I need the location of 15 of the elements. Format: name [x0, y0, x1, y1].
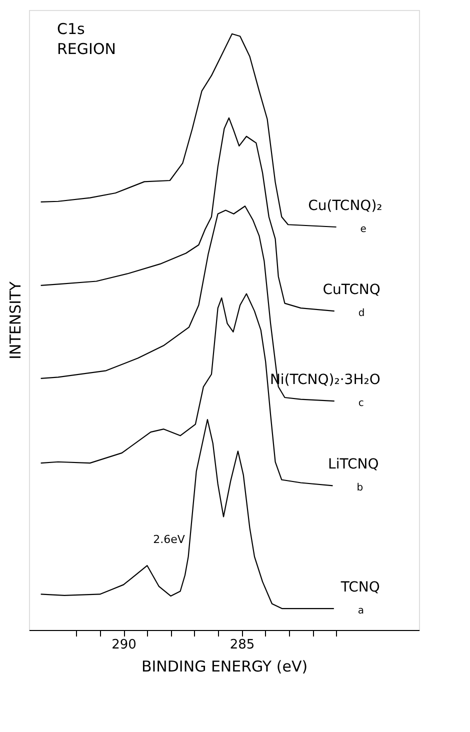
x-axis-title: BINDING ENERGY (eV) [141, 658, 308, 676]
series-label: CuTCNQ [322, 282, 380, 298]
annotation: 2.6eV [153, 533, 186, 546]
series-label: TCNQ [340, 580, 380, 596]
series-label: LiTCNQ [328, 456, 379, 473]
y-axis-title: INTENSITY [6, 280, 24, 360]
x-tick-label: 285 [230, 638, 255, 652]
annotation: c [358, 398, 364, 410]
annotation: a [358, 606, 364, 617]
annotation: e [360, 224, 366, 235]
series-label: Cu(TCNQ)₂ [308, 198, 382, 214]
annotation: C1s REGION [57, 20, 116, 58]
annotation: b [356, 482, 364, 494]
annotation: d [358, 308, 365, 320]
x-tick-label: 290 [112, 638, 136, 652]
